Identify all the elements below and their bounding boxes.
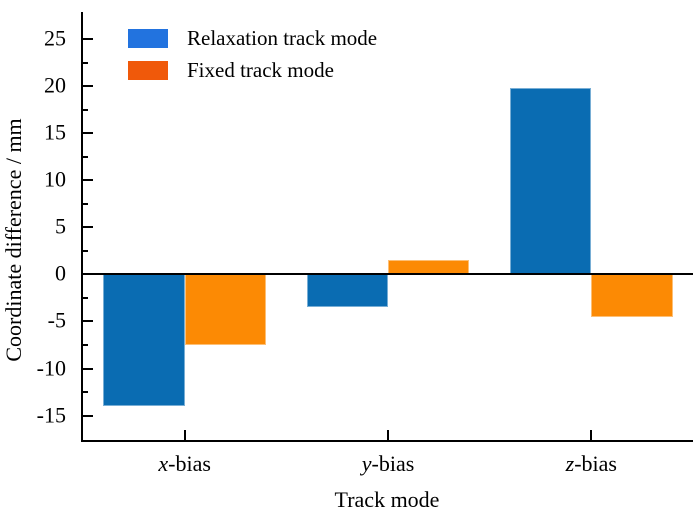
y-minor-tick xyxy=(83,391,88,394)
y-minor-tick xyxy=(83,296,88,299)
y-major-tick xyxy=(83,132,93,135)
x-tick xyxy=(590,430,593,440)
y-major-tick xyxy=(83,367,93,370)
legend-item-fixed: Fixed track mode xyxy=(128,59,377,81)
bar-zbias-fixed xyxy=(591,274,673,317)
y-major-tick xyxy=(83,414,93,417)
bar-ybias-fixed xyxy=(388,260,470,275)
x-tick-label-ybias: y-bias xyxy=(361,451,415,476)
bar-xbias-fixed xyxy=(184,274,266,345)
y-minor-tick xyxy=(83,108,88,111)
y-major-tick xyxy=(83,273,93,276)
y-minor-tick xyxy=(83,249,88,252)
legend-swatch-fixed-icon xyxy=(128,60,168,80)
y-axis-title: Coordinate difference / mm xyxy=(1,118,26,362)
legend-swatch-relaxation-icon xyxy=(128,28,168,48)
legend-item-relaxation: Relaxation track mode xyxy=(128,27,377,49)
y-major-tick xyxy=(83,226,93,229)
plot-area: Relaxation track mode Fixed track mode 2… xyxy=(37,12,693,476)
x-tick-label-zbias: z-bias xyxy=(565,451,617,476)
legend-label: Relaxation track mode xyxy=(187,26,378,50)
y-tick-label: 10 xyxy=(44,166,66,192)
x-tick-label-xbias: x-bias xyxy=(158,451,211,476)
y-tick-label: 0 xyxy=(55,260,66,286)
bar-zbias-relaxation xyxy=(510,88,592,275)
y-minor-tick xyxy=(83,155,88,158)
y-major-tick xyxy=(83,179,93,182)
bar-xbias-relaxation xyxy=(103,274,185,407)
y-tick-label: -10 xyxy=(36,354,66,380)
y-tick-label: -15 xyxy=(36,402,66,428)
zero-line xyxy=(83,273,693,276)
y-major-tick xyxy=(83,320,93,323)
y-tick-label: 25 xyxy=(44,25,66,51)
y-tick-label: 15 xyxy=(44,119,66,145)
y-minor-tick xyxy=(83,202,88,205)
y-major-tick xyxy=(83,38,93,41)
y-minor-tick xyxy=(83,61,88,64)
x-tick xyxy=(387,430,389,440)
y-tick-label: 5 xyxy=(55,213,66,239)
legend: Relaxation track mode Fixed track mode xyxy=(128,27,377,91)
y-major-tick xyxy=(83,85,93,88)
x-axis-title: Track mode xyxy=(334,487,440,512)
bar-ybias-relaxation xyxy=(306,274,388,308)
y-minor-tick xyxy=(83,343,88,346)
legend-label: Fixed track mode xyxy=(187,58,334,83)
y-tick-label: -5 xyxy=(47,307,66,333)
y-tick-label: 20 xyxy=(44,72,66,98)
x-tick xyxy=(183,430,186,440)
